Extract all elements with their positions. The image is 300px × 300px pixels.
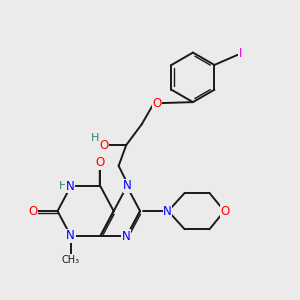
Text: N: N (163, 205, 172, 218)
Text: O: O (153, 97, 162, 110)
Text: O: O (220, 205, 230, 218)
Text: H: H (91, 134, 100, 143)
Text: O: O (96, 156, 105, 169)
Text: N: N (66, 230, 75, 242)
Text: N: N (66, 180, 74, 193)
Text: O: O (28, 205, 38, 218)
Text: H: H (59, 181, 68, 191)
Text: CH₃: CH₃ (62, 255, 80, 265)
Text: O: O (99, 139, 108, 152)
Text: N: N (122, 230, 130, 243)
Text: N: N (123, 179, 132, 192)
Text: I: I (238, 47, 242, 60)
